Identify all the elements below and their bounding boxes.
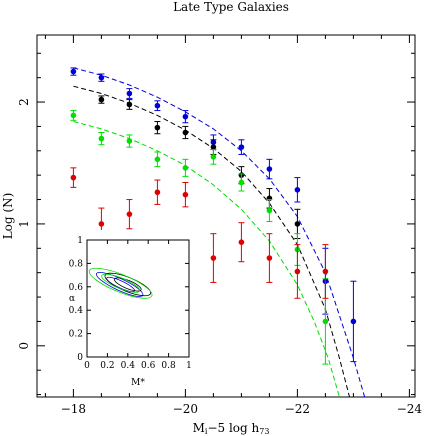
chart-title: Late Type Galaxies: [173, 0, 289, 14]
x-axis-label-base-sub: i: [205, 427, 208, 436]
data-point: [126, 138, 133, 144]
data-point: [350, 318, 357, 325]
data-point: [70, 112, 77, 119]
data-point: [294, 186, 301, 193]
data-point: [238, 144, 245, 150]
data-point: [98, 74, 105, 81]
inset-contours: [88, 267, 153, 299]
y-tick-label: 1: [17, 220, 31, 228]
inset-y-tick-label: 0.2: [69, 330, 83, 340]
x-axis-label-mid: −5 log h: [207, 421, 259, 435]
y-axis-label-group: Log (N): [1, 193, 15, 240]
x-axis-label: Mi−5 log h73: [193, 421, 270, 436]
inset-x-tick-label: 0.4: [121, 361, 136, 371]
data-point: [70, 68, 77, 75]
fit-curves: [73, 67, 366, 398]
data-point: [182, 113, 189, 120]
x-axis-label-end-sub: 73: [259, 427, 269, 436]
inset-x-tick-label: 0.2: [100, 361, 114, 371]
inset-x-tick-label: 1: [186, 361, 192, 371]
data-points: [70, 67, 357, 365]
inset-y-tick-label: 0.4: [69, 306, 84, 316]
data-point: [70, 174, 77, 181]
data-point: [182, 165, 189, 171]
inset-plot: 0 0.2 0.4 0.6 0.8 1 0 0.2 0.4 0.6 0.8 1 M* α: [60, 230, 192, 388]
x-tick-label: −20: [173, 402, 198, 416]
inset-contour: [101, 273, 141, 293]
x-axis-label-base: M: [193, 421, 205, 435]
data-point: [98, 221, 105, 227]
data-point: [266, 207, 273, 214]
data-point: [266, 255, 273, 261]
data-point: [126, 101, 133, 108]
data-point: [154, 102, 161, 109]
data-point: [238, 179, 245, 186]
data-point: [294, 268, 301, 275]
data-point: [182, 191, 189, 198]
x-tick-label: −24: [397, 402, 423, 416]
data-point: [154, 124, 161, 131]
y-axis-label: Log (N): [1, 193, 15, 240]
inset-contour: [88, 267, 153, 299]
data-point: [210, 144, 217, 150]
plot-frame: [36, 34, 416, 398]
x-tick-label: −22: [285, 402, 310, 416]
data-point: [322, 318, 329, 325]
inset-y-tick-label: 0.8: [69, 259, 84, 269]
inset-y-tick-label: 0: [77, 353, 83, 363]
x-tick-label: −18: [61, 402, 86, 416]
data-point: [322, 268, 329, 275]
data-point: [210, 154, 217, 160]
data-point: [126, 90, 133, 97]
inset-x-tick-label: 0: [84, 361, 90, 371]
inset-background: [60, 230, 190, 357]
inset-y-tick-label: 1: [77, 236, 83, 246]
inset-y-tick-label: 0.6: [69, 283, 84, 293]
inset-ticks: 0 0.2 0.4 0.6 0.8 1 0 0.2 0.4 0.6 0.8 1: [69, 236, 192, 371]
data-point: [98, 96, 105, 103]
inset-x-tick-label: 0.6: [141, 361, 156, 371]
data-point: [182, 129, 189, 136]
inset-x-label: M*: [131, 378, 145, 388]
fit-curve: [73, 85, 350, 398]
data-point: [154, 189, 161, 196]
y-tick-label: 0: [17, 342, 31, 350]
y-tick-label: 2: [17, 98, 31, 106]
fit-curve: [73, 67, 366, 398]
inset-x-tick-label: 0.8: [161, 361, 176, 371]
data-point: [154, 156, 161, 163]
inset-contour: [114, 277, 142, 292]
axis-ticks: −18 −20 −22 −24 0 1 2: [17, 35, 422, 416]
data-point: [98, 135, 105, 142]
data-point: [294, 221, 301, 227]
inset-y-label: α: [69, 294, 75, 304]
data-point: [126, 211, 133, 217]
data-point: [238, 239, 245, 246]
data-point: [210, 255, 217, 261]
data-point: [266, 166, 273, 172]
inset-frame: [86, 239, 190, 358]
